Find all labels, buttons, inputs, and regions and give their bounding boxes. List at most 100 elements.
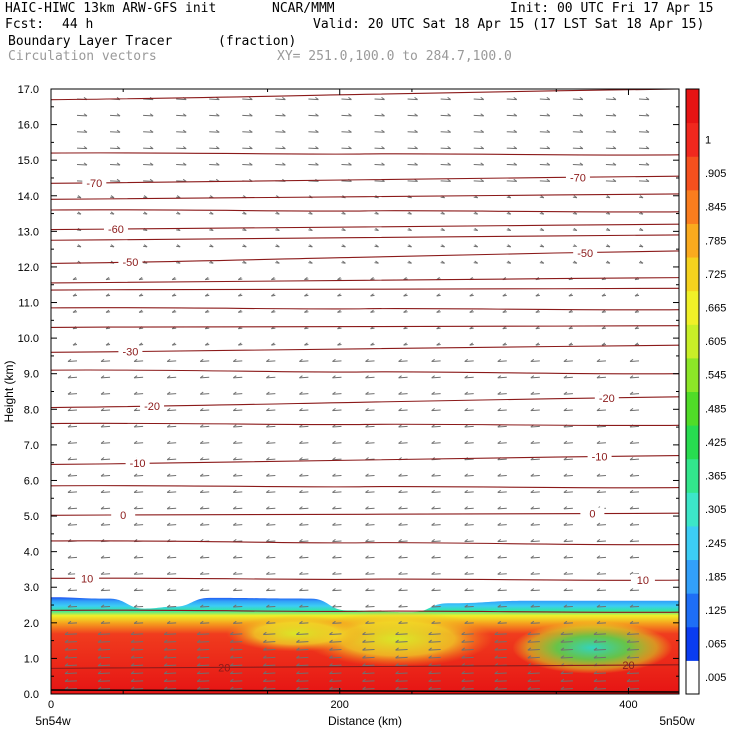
circulation-vector-head — [563, 457, 568, 461]
circulation-vector — [431, 540, 441, 543]
circulation-vector — [143, 180, 154, 182]
circulation-vector-head — [414, 129, 418, 133]
circulation-vector-head — [530, 375, 535, 379]
circulation-vector — [110, 114, 121, 117]
circulation-vector — [461, 688, 474, 690]
y-tick-label: 15.0 — [18, 155, 39, 167]
circulation-vector — [64, 664, 78, 667]
circulation-vector — [365, 605, 375, 608]
circulation-vector — [296, 641, 309, 643]
circulation-vector-head — [560, 639, 565, 643]
circulation-vector — [530, 442, 540, 444]
circulation-vector-head — [469, 342, 474, 346]
circulation-vector — [275, 147, 286, 150]
circulation-vector-head — [431, 571, 435, 575]
circulation-vector-head — [133, 506, 138, 510]
circulation-vector-head — [639, 260, 644, 264]
circulation-vector-head — [199, 588, 204, 592]
circulation-vector-head — [464, 571, 469, 575]
circulation-vector-head — [513, 178, 518, 182]
circulation-vector-head — [408, 260, 412, 264]
circulation-vector-head — [365, 457, 369, 461]
circulation-vector — [341, 98, 352, 101]
isotherm-contour — [51, 193, 679, 200]
circulation-vector — [605, 114, 616, 117]
colorbar-label: 1 — [705, 134, 711, 146]
circulation-vector — [263, 641, 276, 643]
circulation-vector — [461, 641, 474, 643]
circulation-vector-head — [494, 670, 499, 675]
circulation-vector — [134, 556, 144, 559]
circulation-vector-head — [447, 96, 451, 100]
circulation-vector-head — [299, 391, 303, 395]
circulation-vector — [143, 114, 154, 117]
circulation-vector-head — [645, 162, 650, 166]
circulation-vector — [329, 664, 342, 667]
circulation-vector — [101, 393, 111, 395]
circulation-vector — [563, 376, 573, 379]
circulation-vector-head — [196, 686, 201, 690]
circulation-vector-head — [527, 670, 532, 675]
circulation-vector — [398, 524, 408, 526]
circulation-vector — [398, 425, 408, 428]
circulation-vector — [464, 556, 474, 559]
circulation-vector — [64, 680, 78, 682]
circulation-vector-head — [266, 391, 270, 395]
circulation-vector — [464, 474, 474, 477]
circulation-vector — [275, 114, 286, 117]
circulation-vector — [365, 540, 375, 543]
circulation-vector — [428, 680, 441, 682]
circulation-vector-head — [199, 457, 204, 461]
circulation-vector-head — [560, 655, 565, 659]
circulation-vector-head — [497, 571, 502, 575]
isotherm-contour — [51, 250, 679, 264]
circulation-vector — [398, 376, 408, 379]
isotherm-label: 10 — [81, 573, 93, 585]
circulation-vector-head — [370, 277, 374, 281]
circulation-vector — [341, 180, 352, 182]
circulation-vector-head — [395, 663, 399, 667]
circulation-vector — [539, 131, 550, 133]
circulation-vector — [329, 649, 342, 651]
circulation-vector-head — [242, 244, 247, 248]
circulation-vector — [200, 589, 210, 592]
circulation-vector-head — [408, 227, 412, 231]
circulation-vector-head — [276, 260, 280, 264]
circulation-vector — [101, 556, 111, 559]
circulation-vector — [143, 163, 154, 166]
fcst-value: 44 h — [62, 17, 94, 32]
circulation-vector-head — [546, 129, 551, 133]
circulation-vector — [230, 672, 243, 675]
circulation-vector — [233, 360, 243, 362]
circulation-vector-head — [309, 227, 313, 231]
circulation-vector-head — [138, 293, 143, 297]
circulation-vector-head — [563, 440, 568, 444]
circulation-vector-head — [497, 555, 502, 559]
circulation-vector — [134, 393, 144, 395]
x-axis-label: Distance (km) — [328, 714, 402, 728]
circulation-vector-head — [348, 96, 352, 100]
circulation-vector-head — [130, 647, 135, 651]
circulation-vector-head — [166, 555, 171, 559]
circulation-vector — [506, 98, 517, 101]
isotherm-label-bg — [573, 246, 598, 259]
circulation-vector — [230, 633, 243, 635]
circulation-vector — [560, 672, 573, 675]
colorbar-label: .125 — [705, 605, 726, 617]
surface-isotherm-label: 20 — [622, 660, 634, 672]
circulation-vector-head — [133, 620, 138, 624]
circulation-vector — [101, 425, 111, 428]
circulation-vector — [428, 649, 441, 651]
circulation-vector — [398, 393, 408, 395]
circulation-vector-head — [474, 211, 479, 215]
circulation-vector-head — [309, 211, 313, 215]
field-units: (fraction) — [218, 34, 297, 49]
circulation-vector-head — [568, 342, 573, 346]
circulation-vector — [110, 147, 121, 150]
circulation-vector-head — [242, 211, 247, 215]
circulation-vector — [629, 376, 640, 379]
circulation-vector — [299, 474, 309, 477]
circulation-vector — [527, 649, 540, 651]
colorbar-label: .185 — [705, 571, 726, 583]
circulation-vector-head — [365, 391, 369, 395]
